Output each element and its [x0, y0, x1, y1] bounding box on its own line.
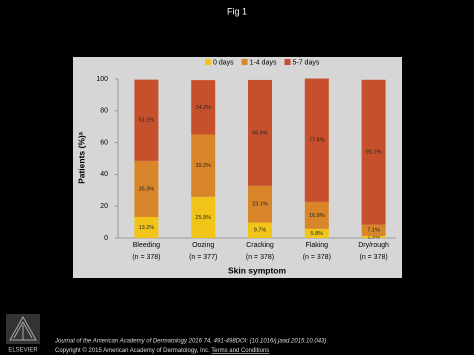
x-tick-label: Cracking [246, 242, 274, 249]
y-tick-label: 0 [104, 235, 108, 242]
publisher: ELSEVIER [8, 348, 38, 354]
legend-swatch [284, 59, 291, 65]
y-tick-label: 100 [96, 76, 108, 83]
bar-segment [134, 79, 159, 161]
value-label: 34.2% [195, 105, 211, 111]
x-tick-label: Bleeding [133, 242, 160, 249]
elsevier-logo [6, 314, 40, 344]
x-tick-note: (n = 378) [132, 254, 160, 261]
value-label: 7.1% [367, 228, 380, 234]
x-tick-label: Flaking [306, 242, 329, 249]
bar-segment [191, 196, 216, 238]
y-tick-label: 80 [100, 108, 108, 115]
citation: Journal of the American Academy of Derma… [54, 339, 326, 345]
x-axis-label: Skin symptom [228, 265, 287, 275]
value-label: 39.2% [195, 163, 211, 169]
x-tick-note: (n = 378) [303, 254, 331, 261]
value-label: 9.7% [254, 228, 267, 234]
value-label: 23.1% [252, 202, 268, 208]
bar-segment [191, 134, 216, 197]
y-tick-label: 20 [100, 203, 108, 210]
bar-segment [248, 222, 272, 238]
bar-segment [361, 79, 386, 225]
y-axis-label: Patients (%)ᵃ [76, 131, 86, 184]
value-label: 51.1% [139, 118, 155, 124]
value-label: 5.8% [311, 231, 324, 237]
legend-label: 5-7 days [292, 59, 319, 66]
figure-title: Fig 1 [227, 6, 247, 16]
copyright-text: Copyright © 2015 American Academy of Der… [55, 347, 210, 354]
y-tick-label: 40 [100, 171, 108, 178]
bar-segment [134, 217, 159, 238]
value-label: 13.2% [139, 225, 155, 231]
x-tick-note: (n = 378) [246, 254, 274, 261]
x-tick-label: Oozing [192, 242, 214, 249]
bar-segment [304, 78, 329, 202]
chart-panel [73, 57, 402, 278]
copyright: Copyright © 2015 American Academy of Der… [55, 347, 269, 354]
legend-swatch [205, 59, 211, 65]
value-label: 25.9% [195, 215, 211, 221]
value-label: 35.3% [139, 186, 155, 192]
y-tick-label: 60 [100, 139, 108, 146]
legend-label: 0 days [213, 59, 234, 66]
value-label: 1.3% [367, 234, 380, 240]
x-tick-label: Dry/rough [358, 242, 389, 249]
legend-swatch [241, 59, 248, 65]
x-tick-note: (n = 378) [359, 254, 387, 261]
bar-segment [304, 228, 329, 238]
bar-segment [248, 79, 272, 186]
value-label: 77.6% [309, 138, 325, 144]
value-label: 16.9% [309, 213, 325, 219]
bar-segment [304, 201, 329, 229]
value-label: 91.1% [366, 150, 382, 156]
bar-segment [191, 80, 216, 135]
bar-segment [361, 235, 386, 238]
value-label: 66.6% [252, 130, 268, 136]
x-tick-note: (n = 377) [189, 254, 217, 261]
legend-label: 1-4 days [250, 59, 277, 66]
bar-segment [248, 185, 272, 223]
bar-segment [134, 160, 159, 218]
bar-segment [361, 224, 386, 236]
terms-link[interactable]: Terms and Conditions [211, 348, 269, 354]
